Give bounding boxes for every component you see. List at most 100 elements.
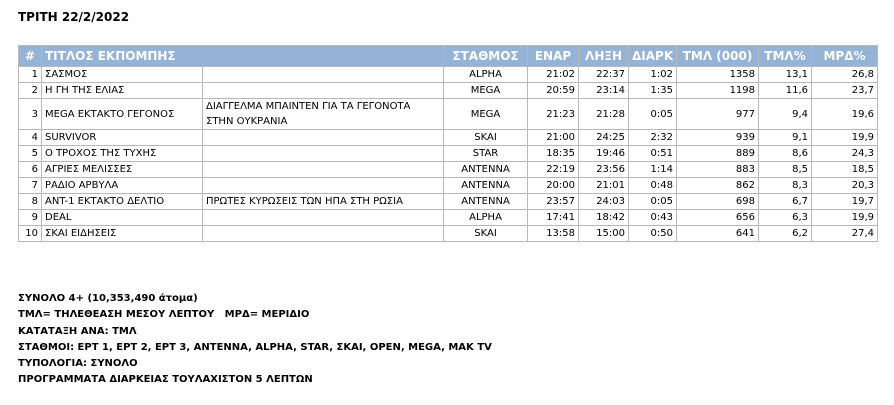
- table-row: 3 MEGA ΕΚΤΑΚΤΟ ΓΕΓΟΝΟΣ ΔΙΑΓΓΕΛΜΑ ΜΠΑΙΝΤΕΝ …: [18, 98, 879, 130]
- cell-duration: 1:02: [628, 66, 678, 83]
- cell-share: 23,7: [811, 82, 879, 99]
- column-header: ΜΡΔ%: [811, 45, 879, 67]
- cell-rank: 8: [18, 193, 42, 210]
- cell-tml: 641: [676, 225, 760, 242]
- note-line: ΣΥΝΟΛΟ 4+ (10,353,490 άτομα): [18, 293, 198, 304]
- cell-title: Η ΓΗ ΤΗΣ ΕΛΙΑΣ: [41, 82, 203, 99]
- cell-tml-pct: 13,1: [758, 66, 813, 83]
- cell-end: 23:14: [578, 82, 630, 99]
- cell-rank: 10: [18, 225, 42, 242]
- ratings-table: # ΤΙΤΛΟΣ ΕΚΠΟΜΠΗΣ ΣΤΑΘΜΟΣ ΕΝΑΡ ΛΗΞΗ ΔΙΑΡΚ ΤΜΛ …: [18, 45, 879, 242]
- cell-duration: 1:35: [628, 82, 678, 99]
- cell-tml: 883: [676, 161, 760, 178]
- cell-station: STAR: [443, 145, 529, 162]
- cell-share: 19,9: [811, 129, 879, 146]
- column-header: ΕΝΑΡ: [527, 45, 580, 67]
- cell-duration: 0:05: [628, 98, 678, 130]
- cell-station: SKAI: [443, 129, 529, 146]
- cell-tml: 862: [676, 177, 760, 194]
- cell-duration: 0:48: [628, 177, 678, 194]
- cell-rank: 3: [18, 98, 42, 130]
- cell-end: 15:00: [578, 225, 630, 242]
- table-row: 9 DEAL ALPHA 17:41 18:42 0:43 656 6,3 19,9: [18, 209, 879, 226]
- cell-title: DEAL: [41, 209, 203, 226]
- header-row: # ΤΙΤΛΟΣ ΕΚΠΟΜΠΗΣ ΣΤΑΘΜΟΣ ΕΝΑΡ ΛΗΞΗ ΔΙΑΡΚ ΤΜΛ …: [18, 45, 879, 67]
- cell-rank: 5: [18, 145, 42, 162]
- cell-title: ΣΑΣΜΟΣ: [41, 66, 203, 83]
- cell-share: 18,5: [811, 161, 879, 178]
- cell-share: 24,3: [811, 145, 879, 162]
- cell-end: 21:28: [578, 98, 630, 130]
- cell-subtitle: [201, 225, 445, 242]
- cell-share: 26,8: [811, 66, 879, 83]
- table-body: 1 ΣΑΣΜΟΣ ALPHA 21:02 22:37 1:02 1358 13,1 26,8 2 Η…: [18, 66, 879, 242]
- column-header: ΣΤΑΘΜΟΣ: [443, 45, 529, 67]
- column-header: ΤΙΤΛΟΣ ΕΚΠΟΜΠΗΣ: [40, 45, 445, 67]
- column-header: ΤΜΛ (000): [676, 45, 760, 67]
- cell-station: MEGA: [443, 82, 529, 99]
- cell-tml: 939: [676, 129, 760, 146]
- cell-title: ΡΑΔΙΟ ΑΡΒΥΛΑ: [41, 177, 203, 194]
- table-row: 4 SURVIVOR SKAI 21:00 24:25 2:32 939 9,1 19,9: [18, 129, 879, 146]
- cell-duration: 0:43: [628, 209, 678, 226]
- cell-subtitle: [201, 66, 445, 83]
- cell-subtitle: ΔΙΑΓΓΕΛΜΑ ΜΠΑΙΝΤΕΝ ΓΙΑ ΤΑ ΓΕΓΟΝΟΤΑ ΣΤΗΝ …: [201, 98, 445, 130]
- table-row: 8 ANT-1 ΕΚΤΑΚΤΟ ΔΕΛΤΙΟ ΠΡΩΤΕΣ ΚΥΡΩΣΕΙΣ ΤΩΝ…: [18, 193, 879, 210]
- cell-title: Ο ΤΡΟΧΟΣ ΤΗΣ ΤΥΧΗΣ: [41, 145, 203, 162]
- cell-tml-pct: 6,7: [758, 193, 813, 210]
- cell-share: 19,6: [811, 98, 879, 130]
- cell-station: ANTENNA: [443, 193, 529, 210]
- column-header: ΔΙΑΡΚ: [628, 45, 678, 67]
- cell-end: 19:46: [578, 145, 630, 162]
- cell-rank: 9: [18, 209, 42, 226]
- cell-station: SKAI: [443, 225, 529, 242]
- cell-subtitle: ΠΡΩΤΕΣ ΚΥΡΩΣΕΙΣ ΤΩΝ ΗΠΑ ΣΤΗ ΡΩΣΙΑ: [201, 193, 445, 210]
- cell-end: 21:01: [578, 177, 630, 194]
- cell-title: ANT-1 ΕΚΤΑΚΤΟ ΔΕΛΤΙΟ: [41, 193, 203, 210]
- cell-station: ANTENNA: [443, 177, 529, 194]
- page-title: ΤΡΙΤΗ 22/2/2022: [18, 10, 130, 24]
- cell-tml-pct: 11,6: [758, 82, 813, 99]
- cell-tml: 889: [676, 145, 760, 162]
- cell-duration: 0:50: [628, 225, 678, 242]
- cell-rank: 1: [18, 66, 42, 83]
- table-row: 7 ΡΑΔΙΟ ΑΡΒΥΛΑ ANTENNA 20:00 21:01 0:48 862 8,3…: [18, 177, 879, 194]
- cell-station: ANTENNA: [443, 161, 529, 178]
- table-row: 6 ΑΓΡΙΕΣ ΜΕΛΙΣΣΕΣ ANTENNA 22:19 23:56 1:14 883…: [18, 161, 879, 178]
- note-line: ΠΡΟΓΡΑΜΜΑΤΑ ΔΙΑΡΚΕΙΑΣ ΤΟΥΛΑΧΙΣΤΟΝ 5 ΛΕΠΤ…: [18, 374, 313, 386]
- table-row: 1 ΣΑΣΜΟΣ ALPHA 21:02 22:37 1:02 1358 13,1 26,8: [18, 66, 879, 83]
- cell-station: MEGA: [443, 98, 529, 130]
- cell-rank: 7: [18, 177, 42, 194]
- cell-rank: 6: [18, 161, 42, 178]
- cell-share: 19,9: [811, 209, 879, 226]
- cell-rank: 4: [18, 129, 42, 146]
- cell-duration: 2:32: [628, 129, 678, 146]
- cell-title: ΑΓΡΙΕΣ ΜΕΛΙΣΣΕΣ: [41, 161, 203, 178]
- note-line: ΣΤΑΘΜΟΙ: ΕΡΤ 1, ΕΡΤ 2, ΕΡΤ 3, ANTENNA, A…: [18, 341, 492, 353]
- note-line: ΤΜΛ= ΤΗΛΕΘΕΑΣΗ ΜΕΣΟΥ ΛΕΠΤΟΥ ΜΡΔ= ΜΕΡΙΔΙΟ: [18, 309, 310, 321]
- cell-title: MEGA ΕΚΤΑΚΤΟ ΓΕΓΟΝΟΣ: [41, 98, 203, 130]
- cell-start: 21:02: [527, 66, 580, 83]
- cell-tml-pct: 8,3: [758, 177, 813, 194]
- column-header: ΛΗΞΗ: [578, 45, 630, 67]
- cell-subtitle: [201, 177, 445, 194]
- cell-start: 23:57: [527, 193, 580, 210]
- cell-end: 18:42: [578, 209, 630, 226]
- cell-tml: 1358: [676, 66, 760, 83]
- cell-station: ALPHA: [443, 209, 529, 226]
- cell-end: 22:37: [578, 66, 630, 83]
- cell-end: 24:03: [578, 193, 630, 210]
- cell-end: 23:56: [578, 161, 630, 178]
- cell-tml: 1198: [676, 82, 760, 99]
- cell-subtitle: [201, 129, 445, 146]
- cell-tml-pct: 8,6: [758, 145, 813, 162]
- cell-start: 13:58: [527, 225, 580, 242]
- cell-station: ALPHA: [443, 66, 529, 83]
- column-header: ΤΜΛ%: [758, 45, 813, 67]
- cell-duration: 0:05: [628, 193, 678, 210]
- cell-tml: 698: [676, 193, 760, 210]
- cell-rank: 2: [18, 82, 42, 99]
- cell-start: 21:23: [527, 98, 580, 130]
